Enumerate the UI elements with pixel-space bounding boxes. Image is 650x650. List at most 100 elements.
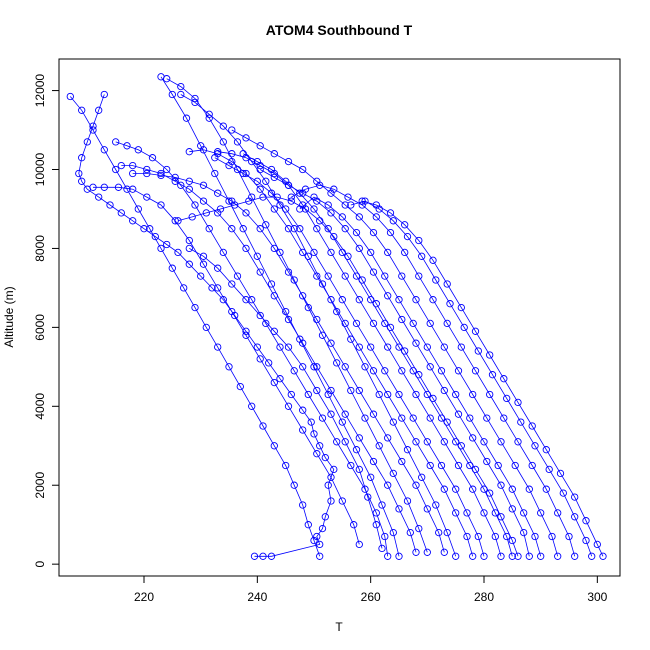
data-point: [284, 343, 293, 351]
y-tick-label: 10000: [33, 152, 47, 186]
y-tick-label: 8000: [33, 235, 47, 262]
data-point: [548, 532, 556, 541]
data-point: [372, 201, 380, 209]
data-point: [440, 386, 448, 395]
data-point: [304, 303, 312, 312]
data-point: [112, 138, 120, 146]
data-point: [347, 386, 355, 395]
data-point: [364, 493, 372, 501]
data-point: [571, 552, 579, 560]
data-point: [242, 331, 250, 339]
data-point: [593, 540, 601, 549]
data-point: [78, 154, 86, 162]
data-point: [284, 315, 293, 324]
data-point: [273, 193, 281, 201]
data-point: [412, 548, 420, 556]
data-point: [267, 189, 276, 197]
data-point: [528, 422, 536, 430]
data-point: [440, 343, 448, 351]
data-point: [350, 521, 358, 529]
data-point: [401, 221, 409, 229]
data-point: [250, 552, 259, 560]
data-point: [214, 264, 222, 272]
data-point: [66, 92, 74, 101]
data-point: [355, 296, 363, 304]
data-point: [270, 244, 278, 253]
data-point: [267, 280, 276, 288]
series-3: [112, 138, 392, 560]
data-point: [401, 347, 409, 355]
data-point: [270, 442, 278, 450]
series-line: [217, 151, 502, 557]
series-line: [299, 196, 542, 557]
data-point: [316, 540, 324, 549]
series-19: [129, 169, 448, 556]
data-point: [415, 371, 423, 379]
data-point: [508, 536, 516, 545]
data-point: [327, 473, 335, 481]
data-point: [248, 402, 256, 410]
data-point: [452, 552, 460, 560]
data-point: [253, 177, 261, 185]
data-point: [398, 414, 406, 422]
data-point: [409, 414, 417, 422]
data-point: [503, 532, 511, 541]
data-point: [265, 359, 273, 367]
data-point: [497, 481, 505, 489]
data-point: [330, 232, 338, 241]
data-point: [483, 457, 491, 466]
data-point: [381, 532, 389, 541]
chart-title: ATOM4 Southbound T: [266, 22, 413, 38]
series-line: [231, 129, 559, 557]
data-point: [361, 485, 369, 493]
data-point: [256, 165, 264, 174]
data-point: [296, 225, 304, 233]
data-point: [367, 248, 375, 257]
data-point: [466, 414, 474, 422]
data-point: [415, 272, 423, 280]
data-point: [525, 485, 533, 493]
data-point: [355, 540, 363, 549]
data-point: [480, 552, 488, 560]
data-point: [307, 418, 315, 426]
series-line: [362, 200, 604, 557]
data-point: [497, 513, 505, 521]
y-tick-label: 0: [33, 561, 47, 568]
data-point: [426, 461, 434, 470]
data-point: [191, 98, 199, 107]
data-point: [202, 323, 210, 332]
data-point: [423, 438, 431, 446]
data-point: [182, 114, 191, 122]
series-21: [185, 244, 386, 553]
data-point: [403, 232, 412, 241]
data-point: [219, 248, 227, 257]
data-point: [253, 252, 261, 260]
data-point: [531, 532, 539, 541]
data-point: [106, 201, 114, 209]
data-point: [437, 461, 446, 470]
data-point: [398, 315, 406, 324]
data-point: [185, 177, 193, 185]
data-point: [242, 296, 250, 304]
data-point: [355, 244, 363, 253]
data-point: [514, 438, 522, 446]
data-point: [242, 327, 250, 335]
data-point: [418, 252, 426, 260]
data-point: [157, 244, 165, 253]
data-point: [542, 485, 550, 493]
series-line: [121, 165, 417, 553]
data-point: [457, 303, 465, 312]
data-point: [290, 225, 298, 233]
data-point: [508, 485, 516, 493]
data-point: [228, 280, 236, 288]
data-point: [185, 148, 193, 156]
data-point: [205, 114, 213, 122]
series-line: [291, 184, 576, 557]
data-point: [463, 509, 471, 517]
data-point: [375, 390, 383, 399]
data-point: [537, 552, 545, 560]
data-point: [313, 315, 321, 324]
data-point: [75, 169, 83, 178]
data-point: [367, 343, 375, 351]
